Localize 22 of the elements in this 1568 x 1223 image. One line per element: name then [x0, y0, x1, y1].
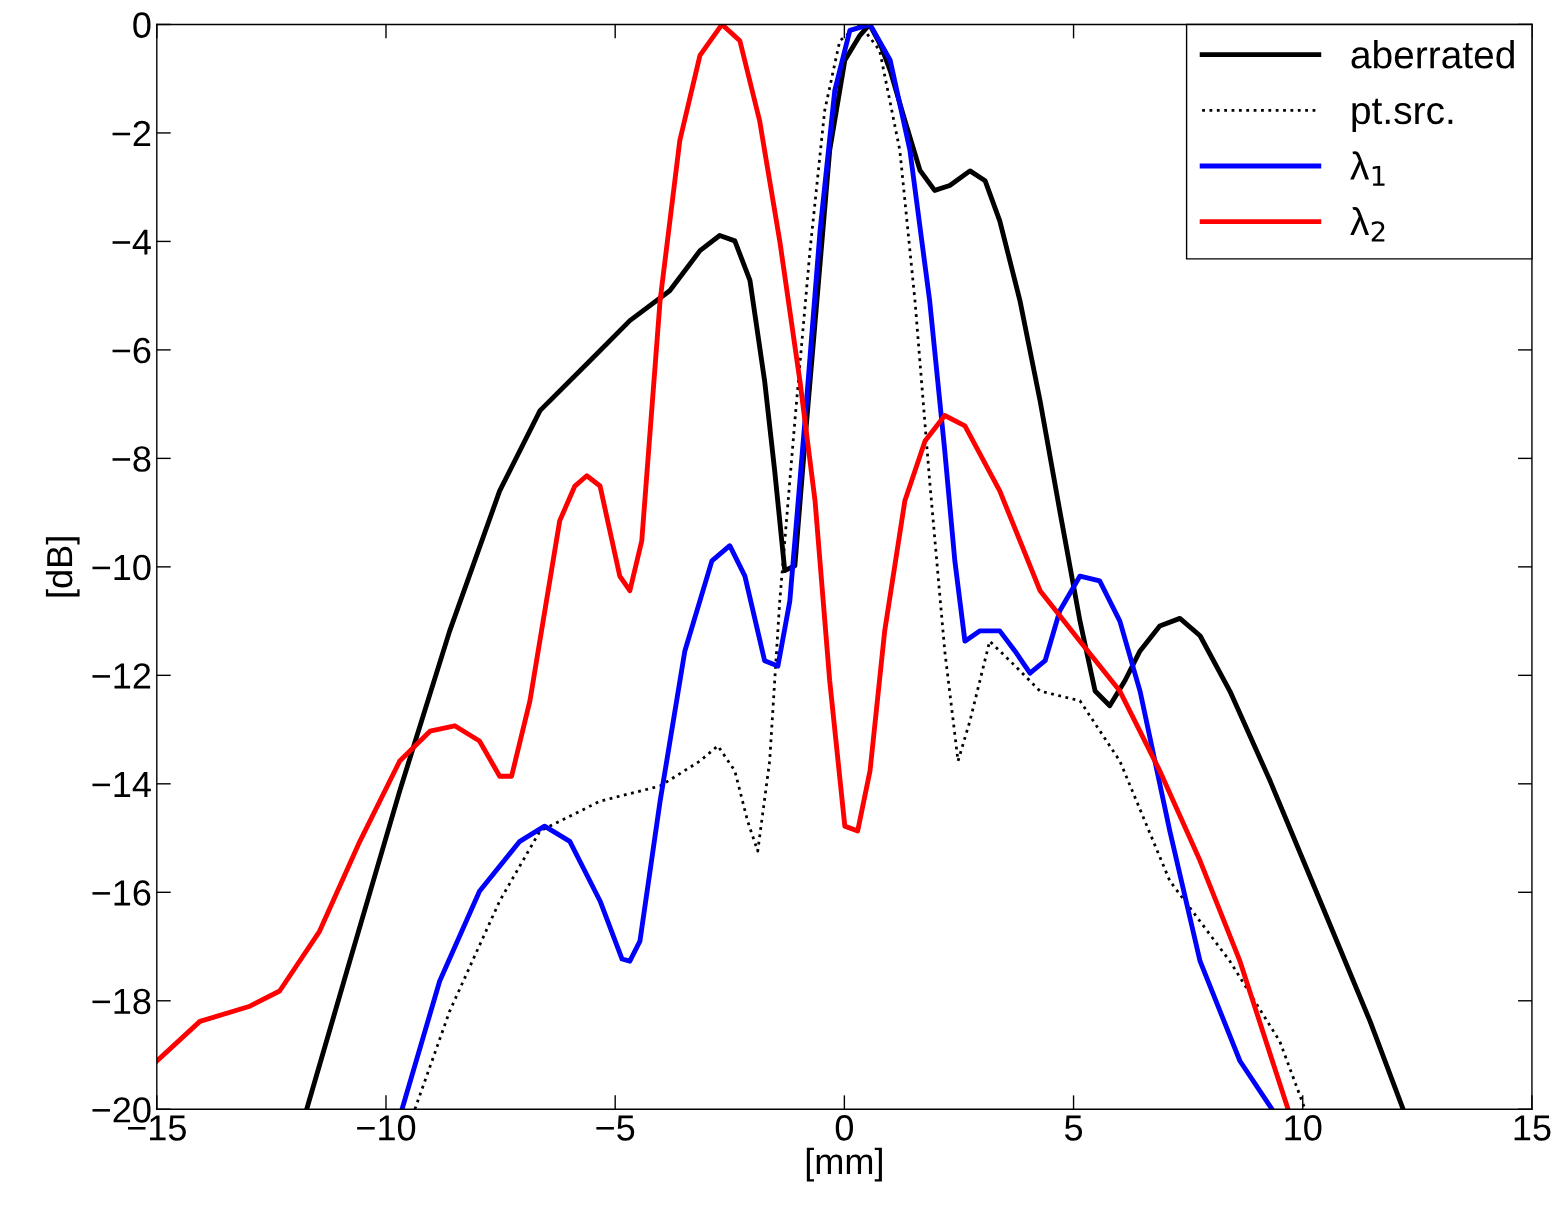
x-tick-label: −5: [596, 1115, 635, 1141]
y-axis-title: [dB]: [45, 537, 80, 597]
x-tick-label: 15: [1514, 1115, 1551, 1141]
y-tick-label: −2: [112, 120, 151, 147]
x-axis-title: [mm]: [806, 1147, 882, 1182]
x-tick-label: −10: [357, 1115, 416, 1141]
y-tick-label: −16: [92, 880, 151, 906]
legend-label: λ$_{1}$: [1350, 151, 1385, 186]
y-tick-label: −6: [112, 337, 151, 364]
y-tick-label: −18: [92, 988, 151, 1015]
y-tick-label: −14: [92, 772, 151, 797]
y-tick-label: −12: [92, 663, 151, 689]
y-tick-label: 0: [133, 12, 151, 38]
x-tick-label: 10: [1285, 1115, 1322, 1141]
legend-label: λ$_{2}$: [1350, 206, 1385, 242]
y-tick-label: −8: [112, 446, 151, 472]
x-tick-label: 0: [835, 1115, 853, 1141]
y-tick-label: −10: [92, 554, 151, 581]
legend-label: pt.src.: [1352, 98, 1453, 132]
legend-label: aberrated: [1351, 40, 1514, 69]
y-tick-label: −4: [112, 229, 151, 255]
x-tick-label: 5: [1064, 1115, 1083, 1141]
